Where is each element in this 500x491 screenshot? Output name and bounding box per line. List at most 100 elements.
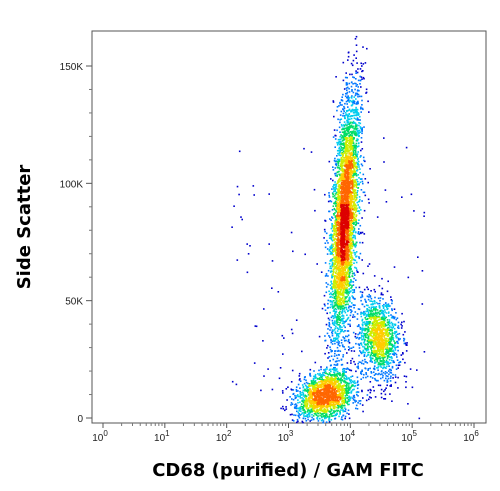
data-point <box>372 371 375 373</box>
data-point <box>370 309 373 312</box>
data-point <box>344 410 347 413</box>
data-point <box>341 149 344 151</box>
data-point <box>344 154 347 156</box>
data-point <box>365 347 367 350</box>
data-point <box>378 334 380 336</box>
data-point <box>353 147 355 149</box>
data-point <box>294 397 297 400</box>
data-point <box>312 409 314 411</box>
data-point <box>355 241 358 244</box>
data-point <box>383 363 386 366</box>
data-point <box>331 340 334 343</box>
data-point <box>334 350 337 352</box>
data-point <box>329 271 332 273</box>
data-point <box>372 346 375 349</box>
data-point <box>306 389 308 392</box>
data-point <box>388 338 391 341</box>
data-point <box>339 326 341 329</box>
data-point <box>341 315 343 317</box>
data-point <box>370 300 373 302</box>
data-point <box>363 373 365 376</box>
data-point <box>344 112 347 114</box>
data-point <box>369 376 372 378</box>
data-point <box>334 331 337 333</box>
data-point <box>314 361 317 364</box>
data-point <box>300 405 302 408</box>
data-point <box>361 127 363 129</box>
data-point <box>324 335 326 337</box>
data-point <box>293 406 296 409</box>
data-point <box>375 312 378 314</box>
data-point <box>336 372 339 375</box>
data-point <box>338 170 340 173</box>
data-point <box>316 387 318 390</box>
data-point <box>332 101 335 103</box>
data-point <box>319 384 322 387</box>
data-point <box>330 267 333 270</box>
data-point <box>358 337 361 339</box>
data-point <box>367 304 369 307</box>
data-point <box>343 147 345 150</box>
data-point <box>386 357 389 360</box>
data-point <box>361 231 364 234</box>
data-point <box>373 319 376 322</box>
data-point <box>335 257 338 259</box>
data-point <box>378 342 380 344</box>
data-point <box>332 285 335 288</box>
data-point <box>348 82 351 85</box>
data-point <box>361 65 363 67</box>
data-point <box>344 148 347 150</box>
data-point <box>381 373 383 375</box>
data-point <box>343 142 345 144</box>
data-point <box>347 270 349 273</box>
data-point <box>306 415 308 418</box>
data-point <box>329 407 332 409</box>
data-point <box>362 313 365 315</box>
data-point <box>348 146 350 149</box>
data-point <box>353 162 355 164</box>
data-point <box>341 404 343 406</box>
data-point <box>317 373 319 375</box>
data-point <box>353 132 356 134</box>
data-point <box>350 242 353 244</box>
data-point <box>324 370 327 372</box>
data-point <box>365 324 367 327</box>
data-point <box>324 379 326 381</box>
data-point <box>349 379 351 382</box>
data-point <box>348 123 351 126</box>
data-point <box>329 378 332 381</box>
data-point <box>372 332 375 334</box>
data-point <box>334 228 336 231</box>
data-point <box>403 320 405 323</box>
data-point <box>337 284 339 287</box>
data-point <box>340 359 343 361</box>
data-point <box>351 259 353 261</box>
data-point <box>386 306 388 309</box>
data-point <box>357 142 360 145</box>
data-point <box>342 317 345 319</box>
data-point <box>334 267 337 269</box>
data-point <box>354 333 357 335</box>
data-point <box>327 405 330 408</box>
data-point <box>383 318 386 321</box>
data-point <box>360 108 362 110</box>
data-point <box>342 160 345 162</box>
data-point <box>349 238 351 240</box>
data-point <box>336 410 339 412</box>
data-point <box>340 272 342 275</box>
data-point <box>349 227 352 230</box>
data-point <box>351 232 354 234</box>
data-point <box>360 337 362 339</box>
data-point <box>339 282 341 285</box>
data-point <box>378 329 381 332</box>
data-point <box>370 371 372 373</box>
data-point <box>336 314 339 316</box>
data-point <box>356 191 358 194</box>
data-point <box>360 299 362 302</box>
data-point <box>362 349 365 352</box>
data-point <box>368 309 371 312</box>
data-point <box>363 233 366 235</box>
data-point <box>362 70 364 72</box>
data-point <box>398 364 401 366</box>
data-point <box>361 312 363 315</box>
